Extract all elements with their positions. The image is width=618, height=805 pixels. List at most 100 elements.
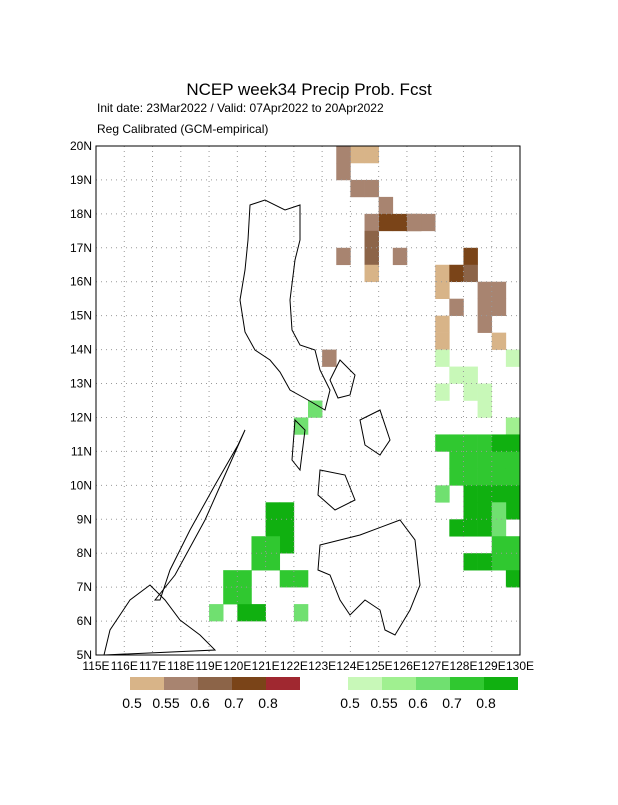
- prob-cell: [293, 604, 309, 622]
- prob-cell: [463, 434, 478, 452]
- legend: 0.5 0.55 0.6 0.7 0.8 0.5 0.55 0.6 0.7 0.8: [122, 677, 518, 711]
- prob-cell: [364, 230, 379, 249]
- prob-cell: [364, 146, 379, 164]
- subtitle: Init date: 23Mar2022 / Valid: 07Apr2022 …: [97, 101, 384, 115]
- x-tick-label: 124E: [336, 659, 364, 673]
- prob-cell: [491, 332, 507, 350]
- prob-cell: [463, 485, 478, 503]
- prob-cell: [308, 400, 323, 418]
- prob-cell: [350, 179, 365, 198]
- x-tick-label: 128E: [449, 659, 477, 673]
- legend-swatch: [198, 677, 232, 690]
- prob-cell: [505, 502, 521, 520]
- prob-cell: [449, 519, 464, 537]
- y-tick-label: 7N: [77, 580, 92, 594]
- cells: [209, 146, 521, 622]
- prob-cell: [491, 434, 507, 452]
- x-tick-label: 119E: [195, 659, 222, 673]
- prob-cell: [279, 536, 295, 554]
- prob-cell: [435, 332, 450, 350]
- y-tick-label: 9N: [77, 512, 92, 526]
- prob-cell: [449, 298, 464, 316]
- prob-cell: [505, 349, 521, 367]
- legend-label: 0.55: [152, 695, 179, 711]
- prob-cell: [237, 570, 252, 588]
- prob-cell: [336, 146, 351, 164]
- prob-cell: [463, 553, 478, 571]
- prob-cell: [449, 468, 464, 486]
- axis-ticks: 115E 116E 117E 118E 119E 120E 121E 122E 123E 124E…: [70, 139, 534, 673]
- legend-label: 0.8: [476, 695, 496, 711]
- prob-cell: [477, 451, 493, 469]
- legend-label: 0.6: [408, 695, 428, 711]
- legend-label: 0.55: [370, 695, 397, 711]
- prob-cell: [463, 264, 478, 283]
- prob-cell: [223, 570, 238, 588]
- legend-label: 0.8: [258, 695, 278, 711]
- prob-cell: [237, 587, 252, 605]
- prob-cell: [435, 434, 450, 452]
- plot-frame: [95, 145, 521, 656]
- prob-cell: [435, 281, 450, 299]
- y-tick-label: 16N: [70, 275, 92, 289]
- x-tick-label: 122E: [280, 659, 308, 673]
- x-tick-label: 116E: [111, 659, 138, 673]
- prob-cell: [477, 298, 493, 316]
- prob-cell: [477, 485, 493, 503]
- legend-swatch: [416, 677, 450, 690]
- x-tick-label: 130E: [506, 659, 534, 673]
- y-tick-label: 12N: [70, 410, 92, 424]
- prob-cell: [477, 502, 493, 520]
- y-tick-label: 18N: [70, 207, 92, 221]
- prob-cell: [378, 196, 394, 215]
- prob-cell: [251, 604, 266, 622]
- legend-label: 0.5: [122, 695, 142, 711]
- legend-label: 0.5: [340, 695, 360, 711]
- y-tick-label: 5N: [77, 648, 92, 662]
- prob-cell: [265, 553, 281, 571]
- y-tick-label: 20N: [70, 139, 92, 153]
- prob-cell: [491, 536, 507, 554]
- legend-label: 0.7: [224, 695, 244, 711]
- x-tick-label: 115E: [82, 659, 109, 673]
- prob-cell: [463, 502, 478, 520]
- prob-cell: [477, 553, 493, 571]
- prob-cell: [421, 213, 436, 232]
- prob-cell: [463, 519, 478, 537]
- prob-cell: [477, 383, 493, 401]
- x-tick-label: 129E: [478, 659, 506, 673]
- legend-label: 0.7: [442, 695, 462, 711]
- y-tick-label: 10N: [70, 478, 92, 492]
- y-tick-label: 14N: [70, 343, 92, 357]
- method: Reg Calibrated (GCM-empirical): [97, 122, 268, 136]
- prob-cell: [491, 502, 507, 520]
- prob-cell: [463, 383, 478, 401]
- prob-cell: [505, 417, 521, 435]
- prob-cell: [209, 604, 224, 622]
- prob-cell: [406, 213, 422, 232]
- prob-cell: [336, 247, 351, 266]
- prob-cell: [435, 315, 450, 333]
- prob-cell: [463, 247, 478, 266]
- legend-swatch: [164, 677, 198, 690]
- title: NCEP week34 Precip Prob. Fcst: [186, 80, 432, 99]
- x-tick-label: 127E: [421, 659, 449, 673]
- prob-cell: [237, 604, 252, 622]
- x-tick-label: 126E: [393, 659, 421, 673]
- prob-cell: [251, 536, 266, 554]
- prob-cell: [505, 434, 521, 452]
- prob-cell: [265, 536, 281, 554]
- prob-cell: [477, 281, 493, 299]
- x-tick-label: 118E: [167, 659, 194, 673]
- prob-cell: [505, 485, 521, 503]
- legend-swatch: [266, 677, 300, 690]
- prob-cell: [449, 366, 464, 384]
- prob-cell: [449, 434, 464, 452]
- x-tick-label: 125E: [365, 659, 393, 673]
- prob-cell: [463, 451, 478, 469]
- prob-cell: [435, 264, 450, 283]
- prob-cell: [322, 349, 337, 367]
- prob-cell: [477, 400, 493, 418]
- prob-cell: [392, 213, 408, 232]
